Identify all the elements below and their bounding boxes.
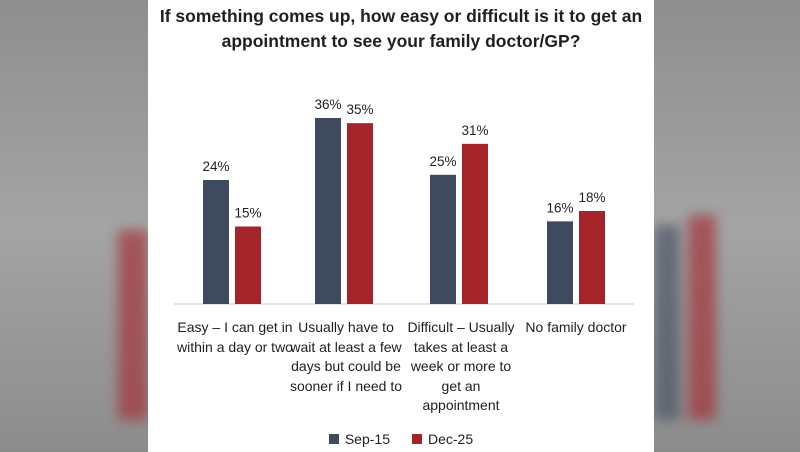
bar-dec25-2 [462,143,488,304]
legend-swatch-dec25 [412,434,422,444]
ghost-bar-right-2 [688,215,716,420]
data-label-dec25-3: 18% [578,190,605,205]
data-label-dec25-0: 15% [234,206,261,221]
bar-chart: 24% 36% 25% 16% 15% 35% 31% 18% [174,97,634,305]
data-label-sep15-0: 24% [202,159,229,174]
legend-label-sep15: Sep-15 [344,431,390,447]
blurred-backdrop-right [654,0,800,452]
bar-dec25-0 [235,226,261,304]
blurred-backdrop-left [0,0,148,452]
bar-sep15-1 [315,118,341,304]
bar-sep15-3 [547,221,573,304]
chart-legend: Sep-15 Dec-25 [148,431,654,447]
data-label-sep15-1: 36% [314,97,341,112]
ghost-bar-right-1 [654,225,680,420]
legend-item-dec25: Dec-25 [412,431,473,447]
chart-panel: If something comes up, how easy or diffi… [148,0,654,452]
chart-title: If something comes up, how easy or diffi… [159,6,643,51]
bar-dec25-1 [347,123,373,305]
category-label-no-family-doctor: No family doctor [525,319,627,335]
category-label-wait-few-days: Usually have to wait at least a few days… [289,319,403,394]
legend-item-sep15: Sep-15 [328,431,390,447]
category-label-difficult: Difficult – Usually takes at least a wee… [407,319,515,413]
legend-swatch-sep15 [328,434,339,444]
ghost-bar-left [118,230,148,420]
data-label-dec25-1: 35% [346,102,373,117]
data-label-sep15-2: 25% [429,154,456,169]
bar-sep15-0 [203,180,229,304]
category-label-easy: Easy – I can get in within a day or two [177,319,293,355]
bar-dec25-3 [579,211,605,304]
data-label-sep15-3: 16% [546,200,573,215]
data-label-dec25-2: 31% [461,123,488,138]
legend-label-dec25: Dec-25 [428,431,474,447]
bar-sep15-2 [430,174,456,304]
